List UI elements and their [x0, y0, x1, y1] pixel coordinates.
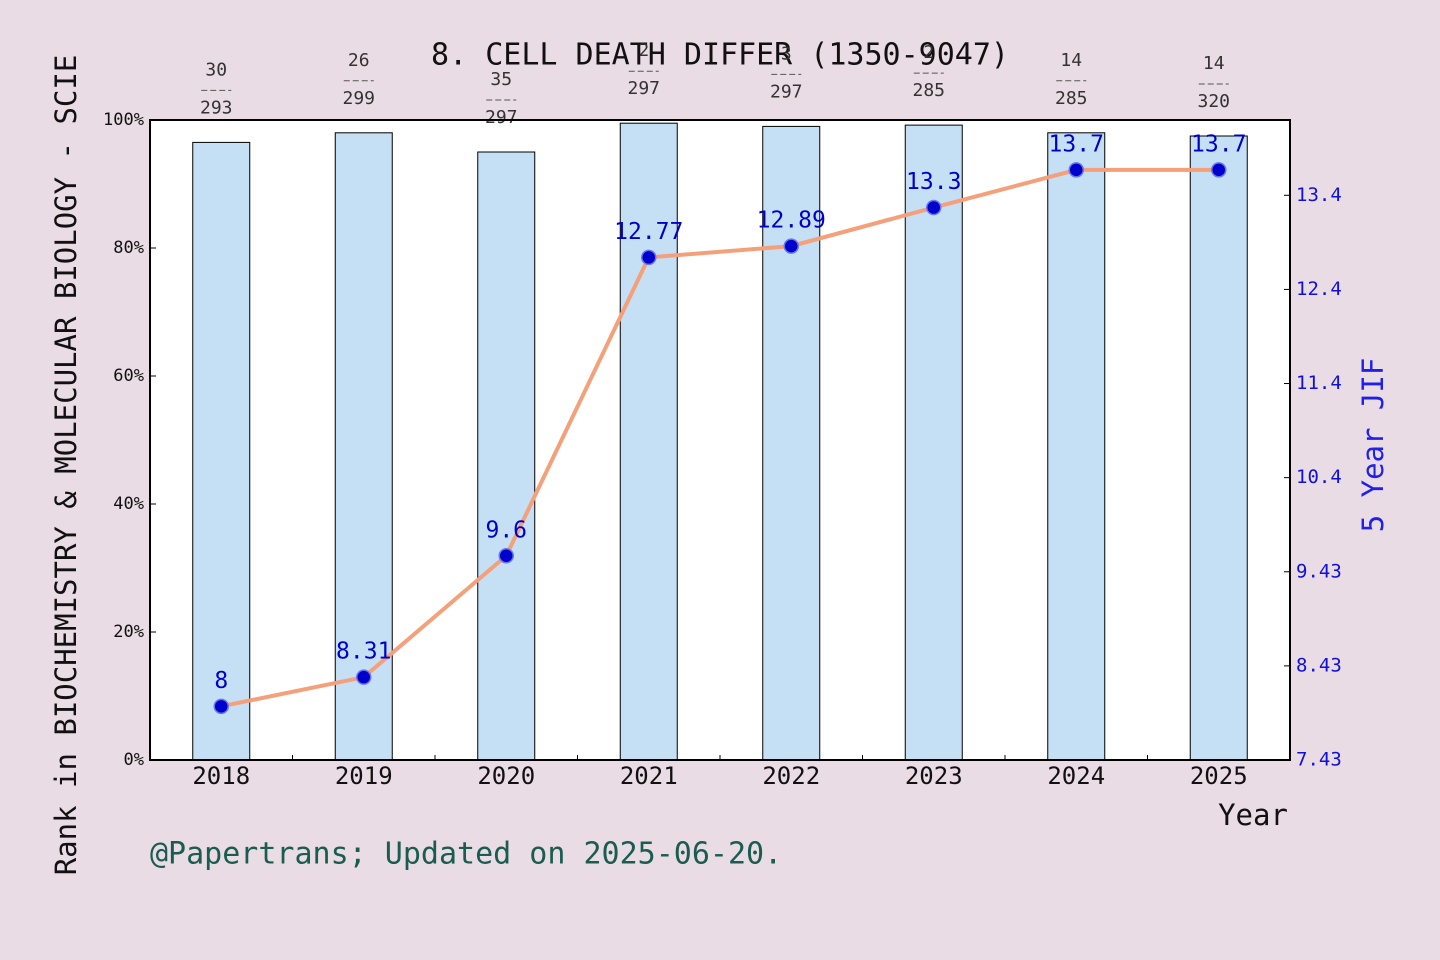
x-tick-label: 2022 [762, 762, 820, 790]
bar [477, 151, 536, 761]
y2-axis-label: 5 Year JIF [1356, 358, 1390, 533]
rank-label: 26 [348, 50, 370, 71]
x-tick-label: 2024 [1047, 762, 1105, 790]
bar [1189, 135, 1248, 761]
line-marker [1068, 162, 1084, 178]
y2-tick-label: 9.43 [1296, 560, 1342, 582]
rank-label: 2 [638, 40, 649, 61]
rank-label: 35 [490, 69, 512, 90]
chart-title: 8. CELL DEATH DIFFER (1350-9047) [431, 38, 1009, 73]
data-label: 9.6 [485, 517, 527, 543]
y2-tick-label: 7.43 [1296, 749, 1342, 771]
bar [619, 122, 678, 761]
x-tick-label: 2019 [335, 762, 393, 790]
y-tick-label: 0% [124, 750, 144, 770]
plot-area [150, 120, 1290, 760]
data-label: 8 [214, 668, 228, 694]
y-axis-label: Rank in BIOCHEMISTRY & MOLECULAR BIOLOGY… [49, 55, 83, 876]
y-tick-label: 20% [113, 622, 144, 642]
x-tick-label: 2018 [192, 762, 250, 790]
bar [1047, 132, 1106, 761]
x-tick-label: 2025 [1190, 762, 1248, 790]
y-tick-label: 100% [103, 110, 144, 130]
rank-total: 299 [342, 88, 375, 109]
y-tick-label: 80% [113, 238, 144, 258]
y2-tick-label: 11.4 [1296, 372, 1342, 394]
line-marker [926, 199, 942, 216]
y-tick-label: 60% [113, 366, 144, 386]
y2-tick-label: 12.4 [1296, 278, 1342, 300]
rank-total: 297 [485, 107, 518, 128]
rank-label: 3 [781, 43, 792, 64]
line-marker [498, 548, 514, 564]
rank-label: 30 [205, 59, 227, 80]
line [220, 167, 1219, 709]
x-tick-label: 2023 [905, 762, 963, 790]
plot-border [149, 119, 1291, 761]
bar [904, 124, 963, 761]
data-label: 13.7 [1049, 131, 1104, 157]
line-marker [1211, 162, 1227, 178]
line-marker [356, 669, 372, 685]
y-tick-label: 40% [113, 494, 144, 514]
rank-total: 293 [200, 97, 233, 118]
data-label: 12.77 [614, 219, 683, 245]
bar [192, 141, 251, 761]
line-marker [783, 238, 799, 254]
x-axis-label: Year [1218, 798, 1288, 832]
data-label: 13.3 [906, 169, 961, 195]
rank-total: 285 [1055, 88, 1088, 109]
rank-total: 320 [1197, 91, 1230, 112]
rank-label: 2 [923, 42, 934, 63]
rank-total: 285 [912, 80, 945, 101]
rank-label: 14 [1060, 50, 1082, 71]
data-label: 8.31 [336, 639, 391, 665]
line-marker [641, 249, 657, 266]
bar [334, 132, 393, 761]
line-marker [213, 698, 229, 715]
data-label: 12.89 [757, 208, 826, 234]
footer: @Papertrans; Updated on 2025-06-20. [150, 837, 782, 872]
x-tick-label: 2021 [620, 762, 678, 790]
rank-total: 297 [770, 81, 803, 102]
data-label: 13.7 [1191, 131, 1246, 157]
y2-tick-label: 10.4 [1296, 466, 1342, 488]
y2-tick-label: 8.43 [1296, 654, 1342, 676]
y2-tick-label: 13.4 [1296, 184, 1342, 206]
x-tick-label: 2020 [477, 762, 535, 790]
rank-total: 297 [627, 78, 660, 99]
rank-label: 14 [1203, 53, 1225, 74]
